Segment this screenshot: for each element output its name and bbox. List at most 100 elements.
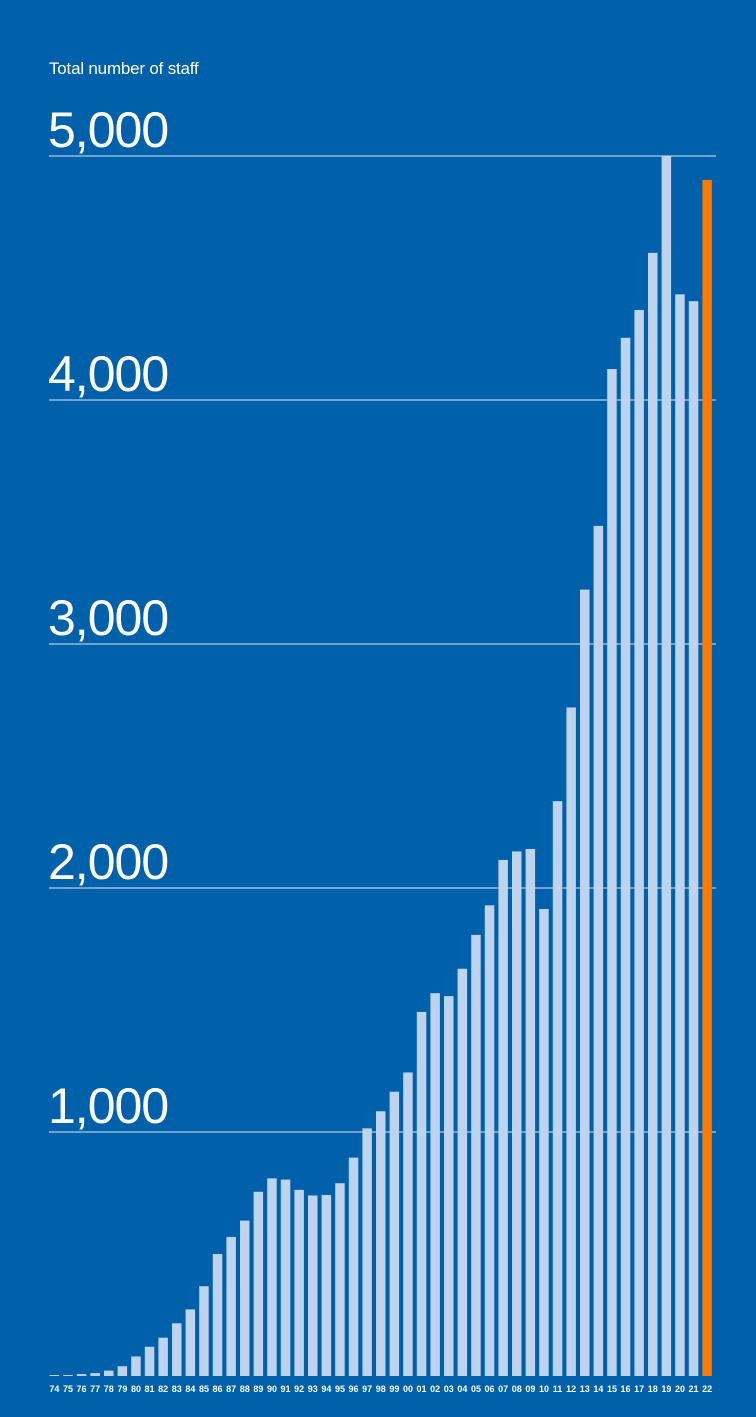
bar xyxy=(444,996,454,1376)
bar xyxy=(430,993,440,1376)
bar xyxy=(321,1194,332,1376)
bar xyxy=(240,1220,250,1376)
x-tick-label: 05 xyxy=(471,1384,481,1394)
bar xyxy=(226,1236,236,1376)
bars xyxy=(49,156,712,1377)
bar-highlight xyxy=(702,179,712,1376)
x-tick-label: 92 xyxy=(294,1384,304,1394)
bar xyxy=(144,1346,155,1376)
bar xyxy=(376,1111,386,1376)
x-tick-label: 81 xyxy=(145,1384,155,1394)
chart-title: Total number of staff xyxy=(49,59,199,78)
bar xyxy=(688,301,699,1377)
x-tick-label: 83 xyxy=(172,1384,182,1394)
x-tick-label: 19 xyxy=(661,1384,671,1394)
x-tick-label: 00 xyxy=(403,1384,413,1394)
bar xyxy=(294,1189,304,1376)
bar xyxy=(335,1183,345,1376)
x-tick-label: 90 xyxy=(267,1384,277,1394)
x-tick-label: 76 xyxy=(77,1384,87,1394)
x-tick-label: 91 xyxy=(281,1384,291,1394)
bar xyxy=(172,1323,182,1376)
bar xyxy=(49,1375,60,1376)
bar xyxy=(253,1191,264,1376)
bar xyxy=(634,309,644,1377)
bar xyxy=(416,1011,427,1376)
x-tick-label: 94 xyxy=(321,1384,331,1394)
x-tick-label: 06 xyxy=(485,1384,495,1394)
x-tick-label: 96 xyxy=(349,1384,359,1394)
bar xyxy=(661,156,672,1376)
y-tick-label: 2,000 xyxy=(48,834,168,890)
x-tick-label: 18 xyxy=(648,1384,658,1394)
x-tick-label: 02 xyxy=(430,1384,440,1394)
x-tick-label: 08 xyxy=(512,1384,522,1394)
y-tick-labels: 1,000 2,000 3,000 4,000 5,000 xyxy=(48,102,169,1134)
bar xyxy=(362,1128,372,1376)
x-tick-label: 20 xyxy=(675,1384,685,1394)
bar xyxy=(90,1373,100,1376)
bar xyxy=(389,1091,400,1376)
x-tick-label: 15 xyxy=(607,1384,617,1394)
x-tick-label: 14 xyxy=(593,1384,603,1394)
x-tick-label: 98 xyxy=(376,1384,386,1394)
x-tick-label: 74 xyxy=(49,1384,59,1394)
x-tick-label: 09 xyxy=(525,1384,535,1394)
y-tick-label: 5,000 xyxy=(48,102,168,158)
x-tick-label: 22 xyxy=(702,1384,712,1394)
bar xyxy=(63,1375,73,1376)
x-tick-label: 87 xyxy=(226,1384,236,1394)
y-tick-label: 4,000 xyxy=(48,346,168,402)
x-tick-label: 77 xyxy=(90,1384,100,1394)
bar xyxy=(525,848,536,1376)
x-tick-label: 16 xyxy=(621,1384,631,1394)
bar xyxy=(104,1370,114,1376)
bar xyxy=(199,1286,209,1376)
x-tick-label: 89 xyxy=(253,1384,263,1394)
x-tick-label: 97 xyxy=(362,1384,372,1394)
bar xyxy=(117,1366,128,1376)
bar xyxy=(471,934,481,1376)
x-tick-label: 11 xyxy=(553,1384,563,1394)
bar xyxy=(76,1374,87,1376)
x-tick-label: 01 xyxy=(417,1384,427,1394)
bar xyxy=(308,1195,318,1376)
x-tick-label: 82 xyxy=(158,1384,168,1394)
x-tick-label: 80 xyxy=(131,1384,141,1394)
x-tick-labels: 74 75 76 77 78 79 80 81 82 83 84 85 86 87 88 89 90 91 92 93… xyxy=(49,1384,712,1394)
bar xyxy=(498,859,508,1376)
x-tick-label: 03 xyxy=(444,1384,454,1394)
bar xyxy=(131,1356,141,1376)
x-tick-label: 12 xyxy=(566,1384,576,1394)
bar xyxy=(403,1072,413,1376)
x-tick-label: 13 xyxy=(580,1384,590,1394)
x-tick-label: 78 xyxy=(104,1384,114,1394)
bar xyxy=(620,337,631,1376)
x-tick-label: 07 xyxy=(498,1384,508,1394)
x-tick-label: 85 xyxy=(199,1384,209,1394)
x-tick-label: 10 xyxy=(539,1384,549,1394)
bar xyxy=(267,1178,277,1376)
x-tick-label: 86 xyxy=(213,1384,223,1394)
bar xyxy=(675,294,685,1377)
bar xyxy=(158,1337,168,1376)
bar xyxy=(648,252,658,1376)
x-tick-label: 93 xyxy=(308,1384,318,1394)
bar xyxy=(566,707,576,1376)
bar xyxy=(212,1254,223,1376)
x-tick-label: 84 xyxy=(185,1384,195,1394)
y-tick-label: 3,000 xyxy=(48,590,168,646)
bar xyxy=(512,851,522,1376)
bar xyxy=(539,908,549,1376)
bar xyxy=(484,905,495,1376)
bar xyxy=(185,1309,196,1376)
x-tick-label: 21 xyxy=(689,1384,699,1394)
bar xyxy=(348,1157,359,1376)
bar xyxy=(552,801,563,1376)
bar xyxy=(607,369,617,1376)
bar xyxy=(593,525,604,1376)
x-tick-label: 99 xyxy=(389,1384,399,1394)
x-tick-label: 75 xyxy=(63,1384,73,1394)
